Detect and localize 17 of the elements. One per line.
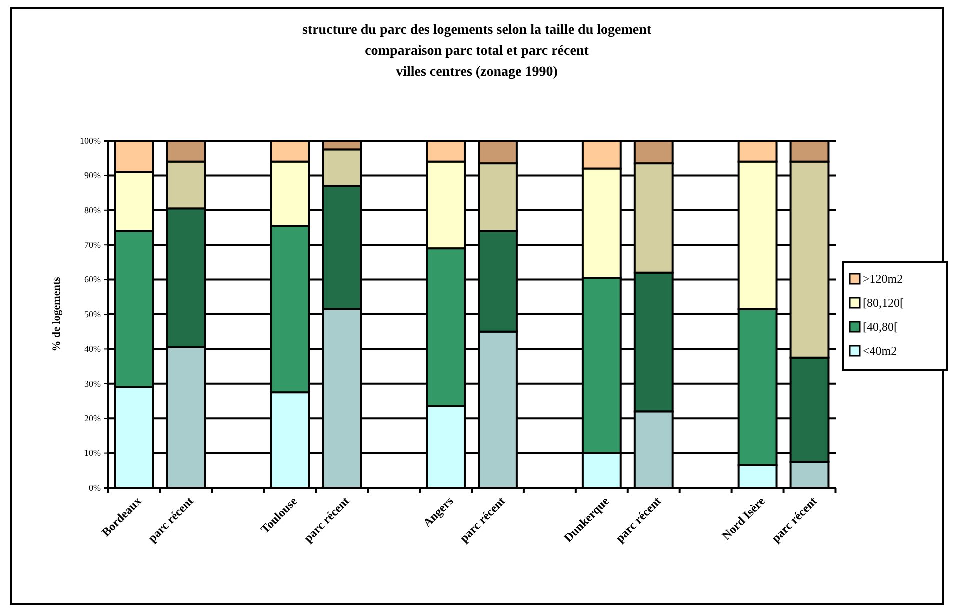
legend-label: [40,80[ xyxy=(863,320,898,334)
legend-label: >120m2 xyxy=(863,272,904,286)
y-tick-label: 80% xyxy=(84,205,102,216)
y-tick-label: 10% xyxy=(84,448,102,458)
y-tick-label: 70% xyxy=(84,240,102,250)
legend-label: [80,120[ xyxy=(863,296,904,310)
y-tick-label: 40% xyxy=(84,344,102,354)
y-axis-title: % de logements xyxy=(51,276,63,352)
chart-title: structure du parc des logements selon la taille du logement comparaison parc total et parc récent villes centres (zonage 1990) xyxy=(302,23,652,80)
y-tick-label: 90% xyxy=(84,170,102,181)
y-tick-label: 100% xyxy=(80,136,102,146)
y-tick-label: 30% xyxy=(84,378,102,389)
y-tick-label: 20% xyxy=(84,413,102,424)
y-tick-label: 0% xyxy=(89,482,102,493)
y-tick-label: 50% xyxy=(84,309,102,320)
y-tick-label: 60% xyxy=(84,274,102,285)
legend-label: <40m2 xyxy=(863,344,898,358)
